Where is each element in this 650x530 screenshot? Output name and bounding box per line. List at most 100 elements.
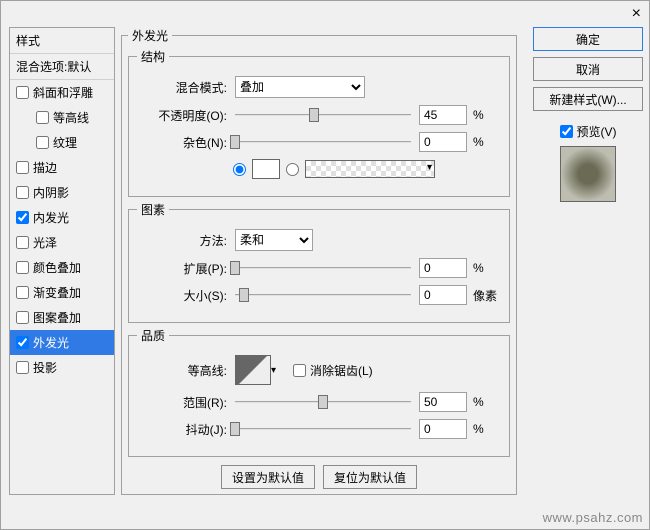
sidebar-checkbox[interactable] bbox=[16, 186, 29, 199]
sidebar-item-6[interactable]: 光泽 bbox=[10, 230, 114, 255]
elements-fieldset: 图素 方法: 柔和 扩展(P): % 大小(S): bbox=[128, 201, 510, 323]
sidebar-item-7[interactable]: 颜色叠加 bbox=[10, 255, 114, 280]
sidebar-checkbox[interactable] bbox=[16, 161, 29, 174]
contour-picker[interactable] bbox=[235, 355, 271, 385]
layer-style-dialog: × 样式 混合选项:默认 斜面和浮雕等高线纹理描边内阴影内发光光泽颜色叠加渐变叠… bbox=[0, 0, 650, 530]
outer-glow-fieldset: 外发光 结构 混合模式: 叠加 不透明度(O): % bbox=[121, 27, 517, 495]
gradient-preview[interactable] bbox=[305, 160, 435, 178]
sidebar-item-5[interactable]: 内发光 bbox=[10, 205, 114, 230]
sidebar-checkbox[interactable] bbox=[16, 361, 29, 374]
spread-label: 扩展(P): bbox=[137, 260, 235, 277]
noise-label: 杂色(N): bbox=[137, 134, 235, 151]
elements-legend: 图素 bbox=[137, 201, 169, 218]
antialias-checkbox-wrap[interactable]: 消除锯齿(L) bbox=[293, 362, 373, 379]
method-select[interactable]: 柔和 bbox=[235, 229, 313, 251]
chevron-down-icon[interactable]: ▾ bbox=[271, 365, 283, 376]
color-gradient-radio[interactable] bbox=[286, 163, 299, 176]
watermark: www.psahz.com bbox=[543, 510, 643, 525]
sidebar-checkbox[interactable] bbox=[16, 311, 29, 324]
dialog-content: 样式 混合选项:默认 斜面和浮雕等高线纹理描边内阴影内发光光泽颜色叠加渐变叠加图… bbox=[1, 1, 649, 505]
range-label: 范围(R): bbox=[137, 394, 235, 411]
size-slider[interactable] bbox=[235, 287, 411, 303]
sidebar-checkbox[interactable] bbox=[16, 336, 29, 349]
sidebar-item-label: 投影 bbox=[33, 359, 57, 376]
sidebar-item-label: 纹理 bbox=[53, 134, 77, 151]
sidebar-item-4[interactable]: 内阴影 bbox=[10, 180, 114, 205]
sidebar-item-3[interactable]: 描边 bbox=[10, 155, 114, 180]
sidebar-item-label: 图案叠加 bbox=[33, 309, 81, 326]
sidebar-item-label: 斜面和浮雕 bbox=[33, 84, 93, 101]
sidebar-checkbox[interactable] bbox=[36, 111, 49, 124]
spread-slider[interactable] bbox=[235, 260, 411, 276]
percent-unit: % bbox=[467, 422, 501, 436]
preview-label: 预览(V) bbox=[577, 123, 617, 140]
percent-unit: % bbox=[467, 395, 501, 409]
color-swatch[interactable] bbox=[252, 159, 280, 179]
sidebar-item-label: 颜色叠加 bbox=[33, 259, 81, 276]
size-label: 大小(S): bbox=[137, 287, 235, 304]
structure-legend: 结构 bbox=[137, 48, 169, 65]
sidebar-item-label: 内阴影 bbox=[33, 184, 69, 201]
size-input[interactable] bbox=[419, 285, 467, 305]
spread-input[interactable] bbox=[419, 258, 467, 278]
jitter-label: 抖动(J): bbox=[137, 421, 235, 438]
jitter-input[interactable] bbox=[419, 419, 467, 439]
jitter-slider[interactable] bbox=[235, 421, 411, 437]
sidebar-item-label: 外发光 bbox=[33, 334, 69, 351]
sidebar-item-1[interactable]: 等高线 bbox=[10, 105, 114, 130]
sidebar-item-label: 渐变叠加 bbox=[33, 284, 81, 301]
sidebar-item-10[interactable]: 外发光 bbox=[10, 330, 114, 355]
quality-fieldset: 品质 等高线: ▾ 消除锯齿(L) 范围(R): bbox=[128, 327, 510, 457]
size-unit: 像素 bbox=[467, 287, 501, 304]
sidebar-checkbox[interactable] bbox=[16, 261, 29, 274]
sidebar-item-9[interactable]: 图案叠加 bbox=[10, 305, 114, 330]
sidebar-item-label: 等高线 bbox=[53, 109, 89, 126]
quality-legend: 品质 bbox=[137, 327, 169, 344]
new-style-button[interactable]: 新建样式(W)... bbox=[533, 87, 643, 111]
sidebar-blend-options[interactable]: 混合选项:默认 bbox=[10, 54, 114, 80]
percent-unit: % bbox=[467, 135, 501, 149]
sidebar-item-label: 描边 bbox=[33, 159, 57, 176]
sidebar-item-label: 光泽 bbox=[33, 234, 57, 251]
noise-slider[interactable] bbox=[235, 134, 411, 150]
close-icon[interactable]: × bbox=[632, 5, 641, 23]
sidebar-item-8[interactable]: 渐变叠加 bbox=[10, 280, 114, 305]
sidebar-checkbox[interactable] bbox=[36, 136, 49, 149]
percent-unit: % bbox=[467, 261, 501, 275]
range-slider[interactable] bbox=[235, 394, 411, 410]
opacity-label: 不透明度(O): bbox=[137, 107, 235, 124]
effect-panel: 外发光 结构 混合模式: 叠加 不透明度(O): % bbox=[115, 27, 523, 495]
opacity-input[interactable] bbox=[419, 105, 467, 125]
color-solid-radio[interactable] bbox=[233, 163, 246, 176]
antialias-checkbox[interactable] bbox=[293, 364, 306, 377]
sidebar-item-11[interactable]: 投影 bbox=[10, 355, 114, 380]
sidebar-checkbox[interactable] bbox=[16, 211, 29, 224]
blend-mode-label: 混合模式: bbox=[137, 79, 235, 96]
structure-fieldset: 结构 混合模式: 叠加 不透明度(O): % 杂色(N): bbox=[128, 48, 510, 197]
contour-label: 等高线: bbox=[137, 362, 235, 379]
set-default-button[interactable]: 设置为默认值 bbox=[221, 465, 315, 489]
preview-checkbox-wrap[interactable]: 预览(V) bbox=[533, 123, 643, 140]
sidebar-checkbox[interactable] bbox=[16, 86, 29, 99]
default-buttons: 设置为默认值 复位为默认值 bbox=[128, 465, 510, 489]
antialias-label: 消除锯齿(L) bbox=[310, 362, 373, 379]
sidebar-checkbox[interactable] bbox=[16, 236, 29, 249]
right-panel: 确定 取消 新建样式(W)... 预览(V) bbox=[523, 27, 643, 495]
blend-mode-select[interactable]: 叠加 bbox=[235, 76, 365, 98]
opacity-slider[interactable] bbox=[235, 107, 411, 123]
styles-sidebar: 样式 混合选项:默认 斜面和浮雕等高线纹理描边内阴影内发光光泽颜色叠加渐变叠加图… bbox=[9, 27, 115, 495]
method-label: 方法: bbox=[137, 232, 235, 249]
cancel-button[interactable]: 取消 bbox=[533, 57, 643, 81]
ok-button[interactable]: 确定 bbox=[533, 27, 643, 51]
reset-default-button[interactable]: 复位为默认值 bbox=[323, 465, 417, 489]
sidebar-item-2[interactable]: 纹理 bbox=[10, 130, 114, 155]
sidebar-header[interactable]: 样式 bbox=[10, 28, 114, 54]
preview-thumbnail bbox=[560, 146, 616, 202]
noise-input[interactable] bbox=[419, 132, 467, 152]
sidebar-item-label: 内发光 bbox=[33, 209, 69, 226]
panel-legend: 外发光 bbox=[128, 27, 172, 44]
preview-checkbox[interactable] bbox=[560, 125, 573, 138]
range-input[interactable] bbox=[419, 392, 467, 412]
sidebar-checkbox[interactable] bbox=[16, 286, 29, 299]
sidebar-item-0[interactable]: 斜面和浮雕 bbox=[10, 80, 114, 105]
